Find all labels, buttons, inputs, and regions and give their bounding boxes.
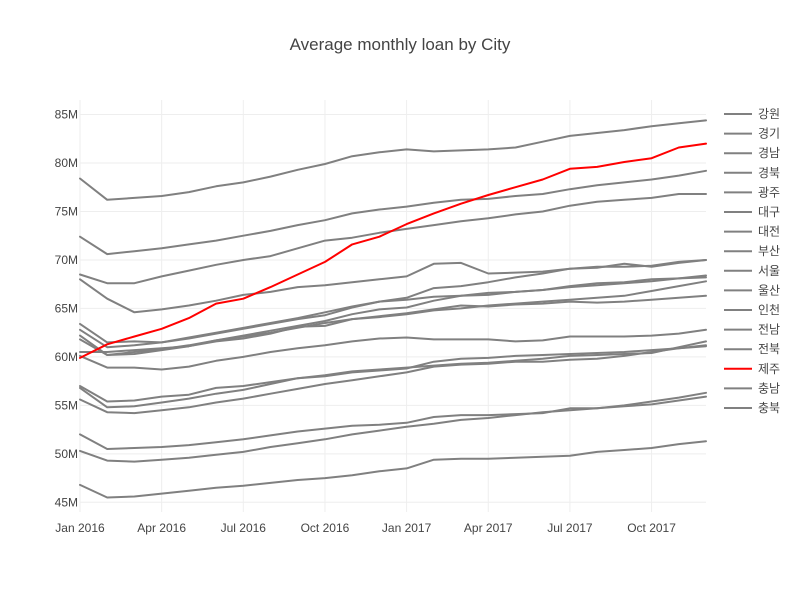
legend-label: 전북 (758, 342, 780, 356)
series-line[interactable] (79, 142, 707, 359)
legend-item[interactable]: 충북 (724, 401, 780, 415)
y-tick-label: 55M (55, 398, 78, 412)
x-tick-label: Oct 2016 (301, 521, 350, 535)
legend-item[interactable]: 대구 (724, 205, 780, 219)
series-line[interactable] (79, 169, 707, 256)
chart-title: Average monthly loan by City (290, 35, 511, 54)
y-tick-label: 70M (55, 253, 78, 267)
legend-item[interactable]: 제주 (724, 362, 780, 376)
y-tick-label: 65M (55, 301, 78, 315)
series-layer (79, 119, 707, 499)
legend-item[interactable]: 인천 (724, 302, 780, 317)
y-tick-label: 80M (55, 156, 78, 170)
legend-label: 대구 (758, 205, 780, 219)
legend-label: 경북 (758, 166, 780, 180)
legend-label: 충남 (758, 381, 780, 395)
legend-label: 대전 (758, 225, 780, 239)
legend-label: 부산 (758, 244, 780, 258)
series-line[interactable] (79, 274, 707, 349)
legend-item[interactable]: 경기 (724, 127, 780, 141)
y-tick-label: 85M (55, 108, 78, 122)
series-line[interactable] (79, 440, 707, 499)
y-tick-label: 45M (55, 495, 78, 509)
legend-label: 충북 (758, 401, 780, 415)
series-line[interactable] (79, 345, 707, 409)
series-line[interactable] (79, 259, 707, 314)
legend-item[interactable]: 전남 (724, 323, 780, 337)
legend-item[interactable]: 울산 (724, 283, 780, 297)
x-tick-label: Jan 2016 (55, 521, 105, 535)
axis-layer: 45M 50M 55M 60M 65M 70M 75M 80M 85M Jan 2016 Apr 2… (55, 108, 677, 535)
legend-label: 제주 (758, 362, 780, 376)
legend-item[interactable]: 강원 (724, 107, 780, 121)
legend-item[interactable]: 대전 (724, 225, 780, 239)
legend-label: 서울 (758, 264, 780, 278)
legend-item[interactable]: 서울 (724, 264, 780, 278)
series-line[interactable] (79, 328, 707, 371)
series-line[interactable] (79, 344, 707, 415)
series-line[interactable] (79, 294, 707, 356)
series-line[interactable] (79, 119, 707, 201)
legend-label: 경남 (758, 146, 780, 160)
legend-label: 인천 (758, 302, 780, 317)
x-tick-label: Jul 2016 (221, 521, 267, 535)
legend-label: 강원 (758, 107, 780, 121)
x-tick-label: Jan 2017 (382, 521, 432, 535)
x-tick-label: Apr 2016 (137, 521, 186, 535)
y-tick-label: 60M (55, 350, 78, 364)
y-tick-label: 50M (55, 447, 78, 461)
legend-label: 광주 (758, 185, 780, 199)
legend-item[interactable]: 경북 (724, 166, 780, 180)
y-tick-label: 75M (55, 204, 78, 218)
series-line[interactable] (79, 280, 707, 353)
legend-item[interactable]: 부산 (724, 244, 780, 258)
legend-label: 울산 (758, 283, 780, 297)
series-line[interactable] (79, 340, 707, 403)
x-tick-label: Oct 2017 (627, 521, 676, 535)
legend-label: 경기 (758, 127, 780, 141)
series-line[interactable] (79, 395, 707, 463)
legend-item[interactable]: 전북 (724, 342, 780, 356)
legend-item[interactable]: 경남 (724, 146, 780, 160)
legend-item[interactable]: 광주 (724, 185, 780, 199)
x-tick-label: Apr 2017 (464, 521, 513, 535)
x-tick-label: Jul 2017 (547, 521, 593, 535)
legend-label: 전남 (758, 323, 780, 337)
legend-item[interactable]: 충남 (724, 381, 780, 395)
